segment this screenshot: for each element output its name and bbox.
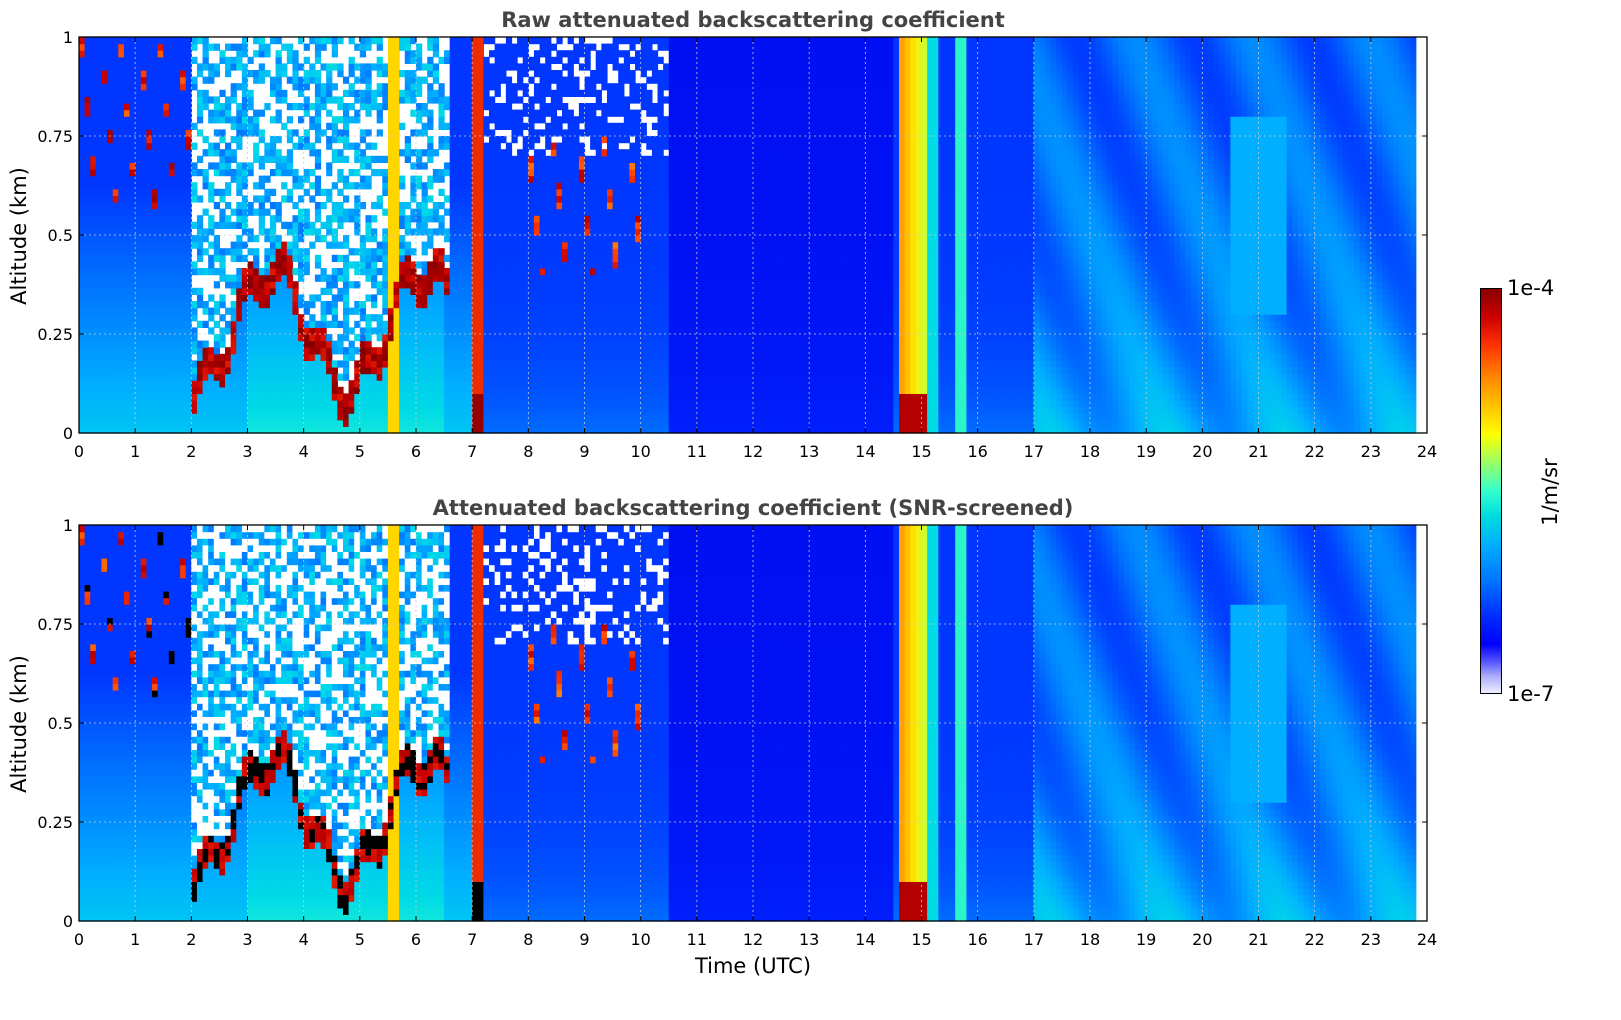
bottom-x-tick-label: 13 xyxy=(799,930,819,949)
top-x-tick-label: 7 xyxy=(467,442,477,461)
top-x-tick-label: 24 xyxy=(1417,442,1437,461)
top-x-tick-label: 5 xyxy=(355,442,365,461)
bottom-x-tick-label: 17 xyxy=(1024,930,1044,949)
bottom-x-tick-label: 22 xyxy=(1304,930,1324,949)
top-x-tick-label: 0 xyxy=(74,442,84,461)
top-x-tick-label: 4 xyxy=(299,442,309,461)
bottom-x-tick-label: 6 xyxy=(411,930,421,949)
bottom-x-tick-label: 1 xyxy=(130,930,140,949)
top-x-tick-label: 8 xyxy=(523,442,533,461)
top-x-tick-label: 15 xyxy=(911,442,931,461)
top-x-tick-label: 11 xyxy=(687,442,707,461)
top-x-tick-label: 2 xyxy=(186,442,196,461)
bottom-x-tick-label: 12 xyxy=(743,930,763,949)
bottom-x-tick-label: 16 xyxy=(967,930,987,949)
top-x-tick-label: 14 xyxy=(855,442,875,461)
bottom-x-tick-label: 15 xyxy=(911,930,931,949)
bottom-x-tick-label: 2 xyxy=(186,930,196,949)
top-x-tick-label: 13 xyxy=(799,442,819,461)
colorbar xyxy=(1480,288,1502,694)
top-x-tick-label: 1 xyxy=(130,442,140,461)
top-x-tick-label: 3 xyxy=(242,442,252,461)
bottom-x-tick-label: 5 xyxy=(355,930,365,949)
bottom-x-tick-label: 20 xyxy=(1192,930,1212,949)
colorbar-min-label: 1e-7 xyxy=(1507,682,1554,706)
top-heatmap-panel: 0 1 2 3 4 5 6 7 8 9 10 11 12 13 14 15 16 17 18 19 20 21 22 23 24… xyxy=(0,0,1621,1020)
top-x-tick-label: 17 xyxy=(1024,442,1044,461)
top-y-tick-label: 0.75 xyxy=(37,127,73,146)
top-x-tick-label: 22 xyxy=(1304,442,1324,461)
top-y-tick-label: 0.25 xyxy=(37,325,73,344)
top-y-tick-label: 1 xyxy=(63,28,73,47)
top-x-tick-label: 20 xyxy=(1192,442,1212,461)
bottom-x-tick-label: 4 xyxy=(299,930,309,949)
top-y-tick-label: 0 xyxy=(63,424,73,443)
bottom-x-tick-label: 7 xyxy=(467,930,477,949)
top-x-tick-label: 23 xyxy=(1361,442,1381,461)
top-x-tick-label: 21 xyxy=(1248,442,1268,461)
bottom-y-tick-label: 0.75 xyxy=(37,615,73,634)
bottom-y-tick-label: 0 xyxy=(63,912,73,931)
bottom-y-tick-label: 1 xyxy=(63,516,73,535)
bottom-y-tick-label: 0.5 xyxy=(48,714,73,733)
bottom-x-tick-label: 11 xyxy=(687,930,707,949)
top-y-tick-label: 0.5 xyxy=(48,226,73,245)
bottom-x-tick-label: 8 xyxy=(523,930,533,949)
bottom-x-tick-label: 3 xyxy=(242,930,252,949)
top-x-tick-label: 12 xyxy=(743,442,763,461)
bottom-x-tick-label: 10 xyxy=(630,930,650,949)
top-x-tick-label: 18 xyxy=(1080,442,1100,461)
bottom-y-tick-label: 0.25 xyxy=(37,813,73,832)
top-x-tick-label: 19 xyxy=(1136,442,1156,461)
top-x-tick-label: 16 xyxy=(967,442,987,461)
bottom-x-tick-label: 0 xyxy=(74,930,84,949)
bottom-x-tick-label: 18 xyxy=(1080,930,1100,949)
bottom-x-tick-label: 14 xyxy=(855,930,875,949)
colorbar-max-label: 1e-4 xyxy=(1507,276,1554,300)
colorbar-unit-label: 1/m/sr xyxy=(1538,452,1562,532)
top-x-tick-label: 9 xyxy=(579,442,589,461)
bottom-x-tick-label: 9 xyxy=(579,930,589,949)
bottom-x-tick-label: 24 xyxy=(1417,930,1437,949)
bottom-x-tick-label: 19 xyxy=(1136,930,1156,949)
top-x-tick-label: 6 xyxy=(411,442,421,461)
top-x-tick-label: 10 xyxy=(630,442,650,461)
bottom-x-tick-label: 23 xyxy=(1361,930,1381,949)
bottom-x-tick-label: 21 xyxy=(1248,930,1268,949)
